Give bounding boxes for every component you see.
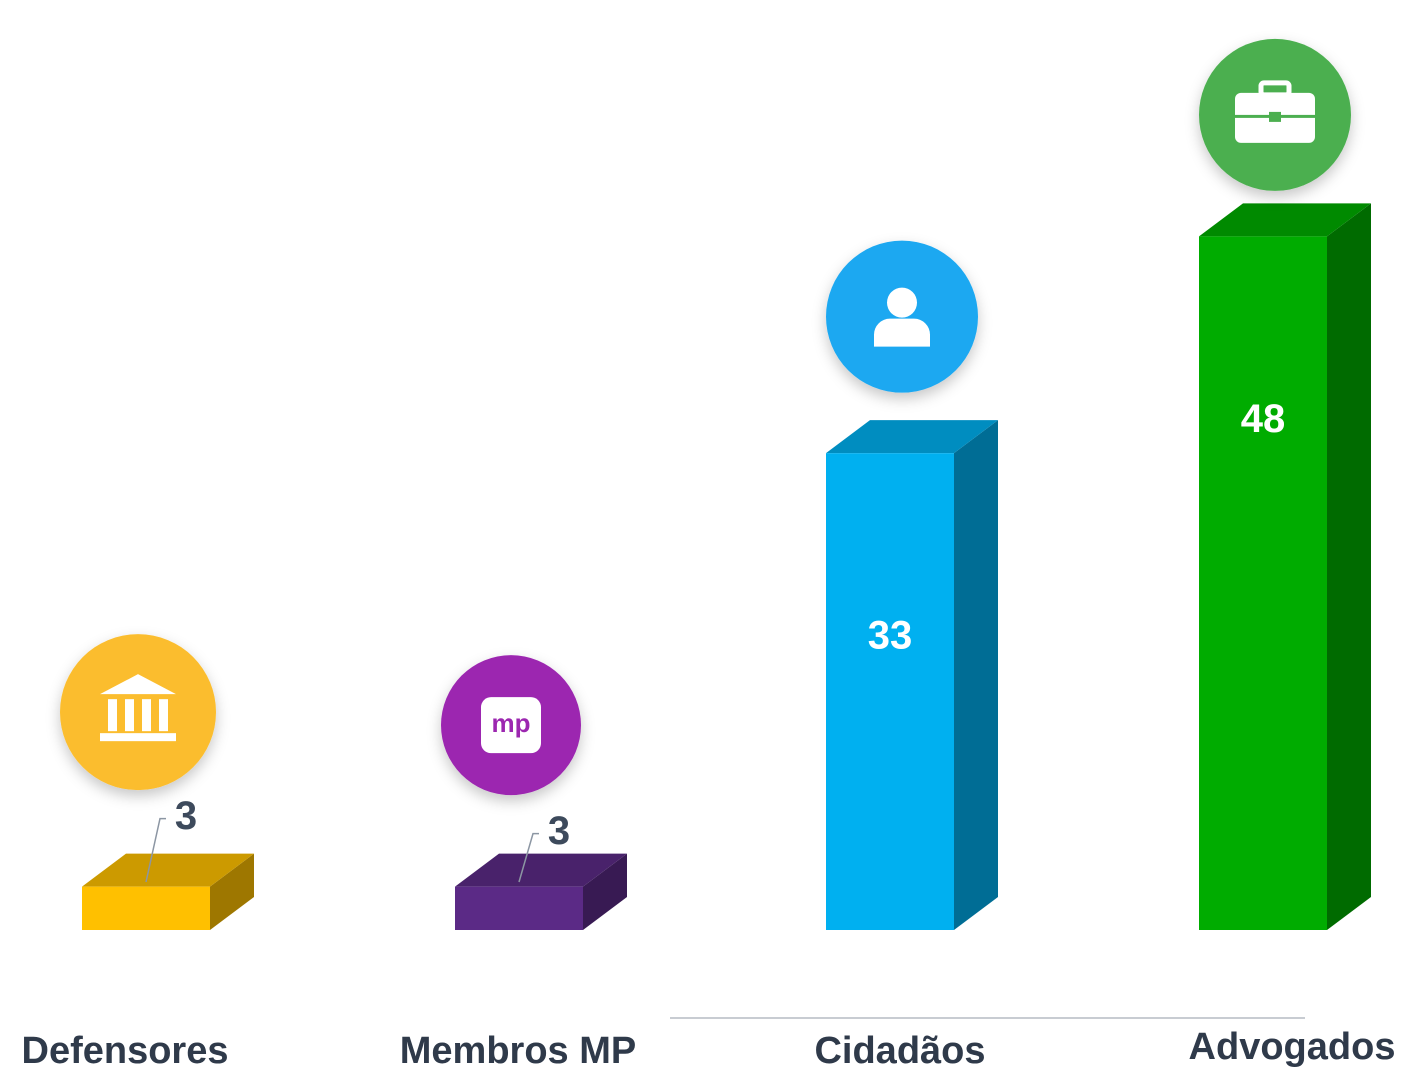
icon-glyph (100, 674, 176, 695)
bar-side (583, 853, 627, 930)
bar-side (1327, 203, 1371, 930)
bar (1199, 203, 1371, 930)
bar (455, 853, 627, 930)
bar-top (826, 420, 998, 454)
icon-glyph (125, 699, 134, 732)
value-label: 3 (175, 794, 197, 838)
bar-top (82, 853, 254, 887)
category-label: Membros MP (400, 1030, 636, 1072)
icon (826, 240, 978, 393)
icon (1199, 38, 1351, 191)
icon-glyph (874, 318, 930, 347)
icon-circle (60, 634, 216, 791)
category-label: Advogados (1189, 1026, 1396, 1068)
bar-top (1199, 203, 1371, 237)
icon-glyph: mp (492, 708, 531, 738)
icon-glyph (481, 697, 541, 754)
icon: mp (441, 655, 581, 796)
bar-side (210, 853, 254, 930)
icon-glyph (108, 699, 117, 732)
bar-side (954, 420, 998, 930)
icon-glyph (100, 733, 176, 742)
bar (826, 420, 998, 930)
leader-line (145, 817, 166, 883)
bar (82, 853, 254, 930)
category-label: Cidadãos (814, 1030, 985, 1072)
icon-glyph (1269, 111, 1281, 122)
icon-glyph (142, 699, 151, 732)
bar-front (1199, 236, 1327, 930)
category-label: Defensores (22, 1030, 229, 1072)
bar-top (455, 853, 627, 887)
bar-front (455, 886, 583, 930)
value-label: 48 (1241, 397, 1286, 441)
icon (60, 634, 216, 791)
leader-line (518, 832, 539, 883)
value-label: 33 (868, 614, 913, 658)
bar-front (82, 886, 210, 930)
icon-glyph (1258, 80, 1292, 98)
value-label: 3 (548, 809, 570, 853)
bar-front (826, 453, 954, 930)
icon-glyph (887, 287, 917, 318)
icon-glyph (159, 699, 168, 732)
